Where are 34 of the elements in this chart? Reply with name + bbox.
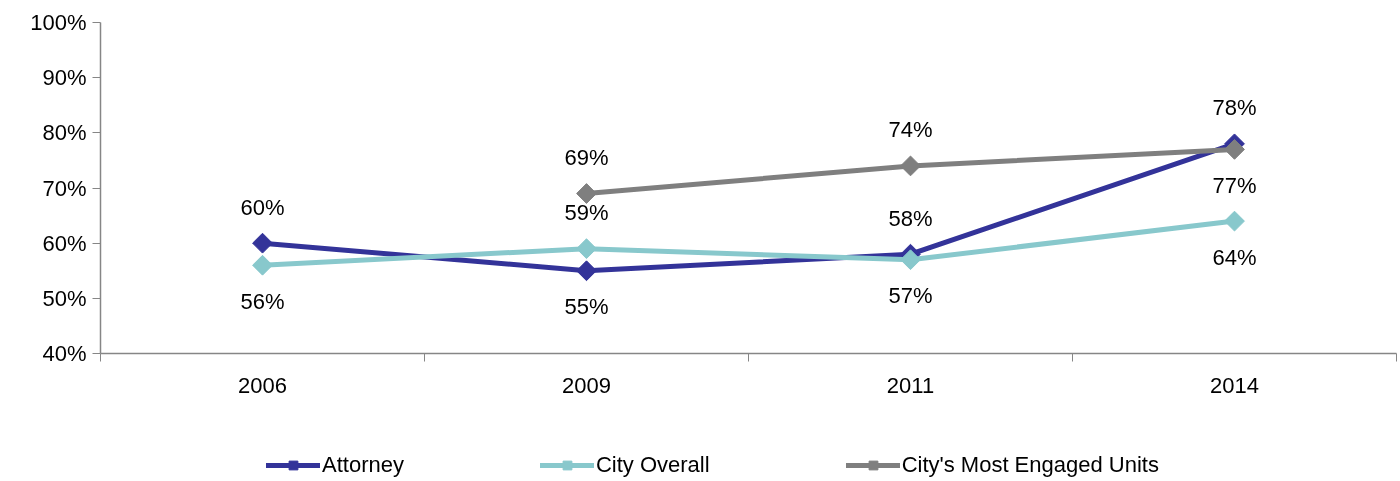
point bbox=[576, 183, 597, 204]
y-tick-label: 60% bbox=[42, 230, 87, 256]
data-label: 77% bbox=[1212, 172, 1257, 198]
x-tick-label: 2011 bbox=[886, 372, 935, 398]
point bbox=[252, 254, 273, 276]
point bbox=[900, 155, 921, 177]
point bbox=[576, 238, 597, 260]
point bbox=[576, 260, 597, 282]
data-label: 78% bbox=[1212, 95, 1257, 121]
data-label: 56% bbox=[240, 288, 285, 314]
y-tick-label: 70% bbox=[42, 175, 87, 201]
y-tick-label: 90% bbox=[42, 65, 87, 91]
legend-label: City Overall bbox=[595, 452, 710, 478]
data-label: 64% bbox=[1212, 244, 1257, 270]
y-tick-label: 50% bbox=[42, 285, 87, 311]
point bbox=[252, 232, 273, 254]
point bbox=[1224, 210, 1245, 232]
point bbox=[1224, 138, 1245, 160]
y-tick-label: 80% bbox=[42, 120, 87, 146]
data-label: 74% bbox=[888, 117, 933, 143]
legend-label: Attorney bbox=[322, 452, 404, 478]
data-label: 69% bbox=[564, 145, 609, 171]
data-label: 55% bbox=[564, 294, 609, 320]
data-label: 58% bbox=[888, 205, 933, 231]
x-tick-label: 2006 bbox=[238, 372, 287, 398]
legend-label: City's Most Engaged Units bbox=[901, 452, 1159, 478]
data-label: 59% bbox=[564, 200, 609, 226]
y-tick-label: 40% bbox=[42, 341, 87, 366]
x-tick-label: 2009 bbox=[562, 372, 611, 398]
data-label: 57% bbox=[888, 283, 933, 309]
data-label: 60% bbox=[240, 194, 285, 220]
x-tick-label: 2014 bbox=[1210, 372, 1259, 398]
y-tick-label: 100% bbox=[30, 10, 87, 35]
point bbox=[900, 249, 921, 271]
